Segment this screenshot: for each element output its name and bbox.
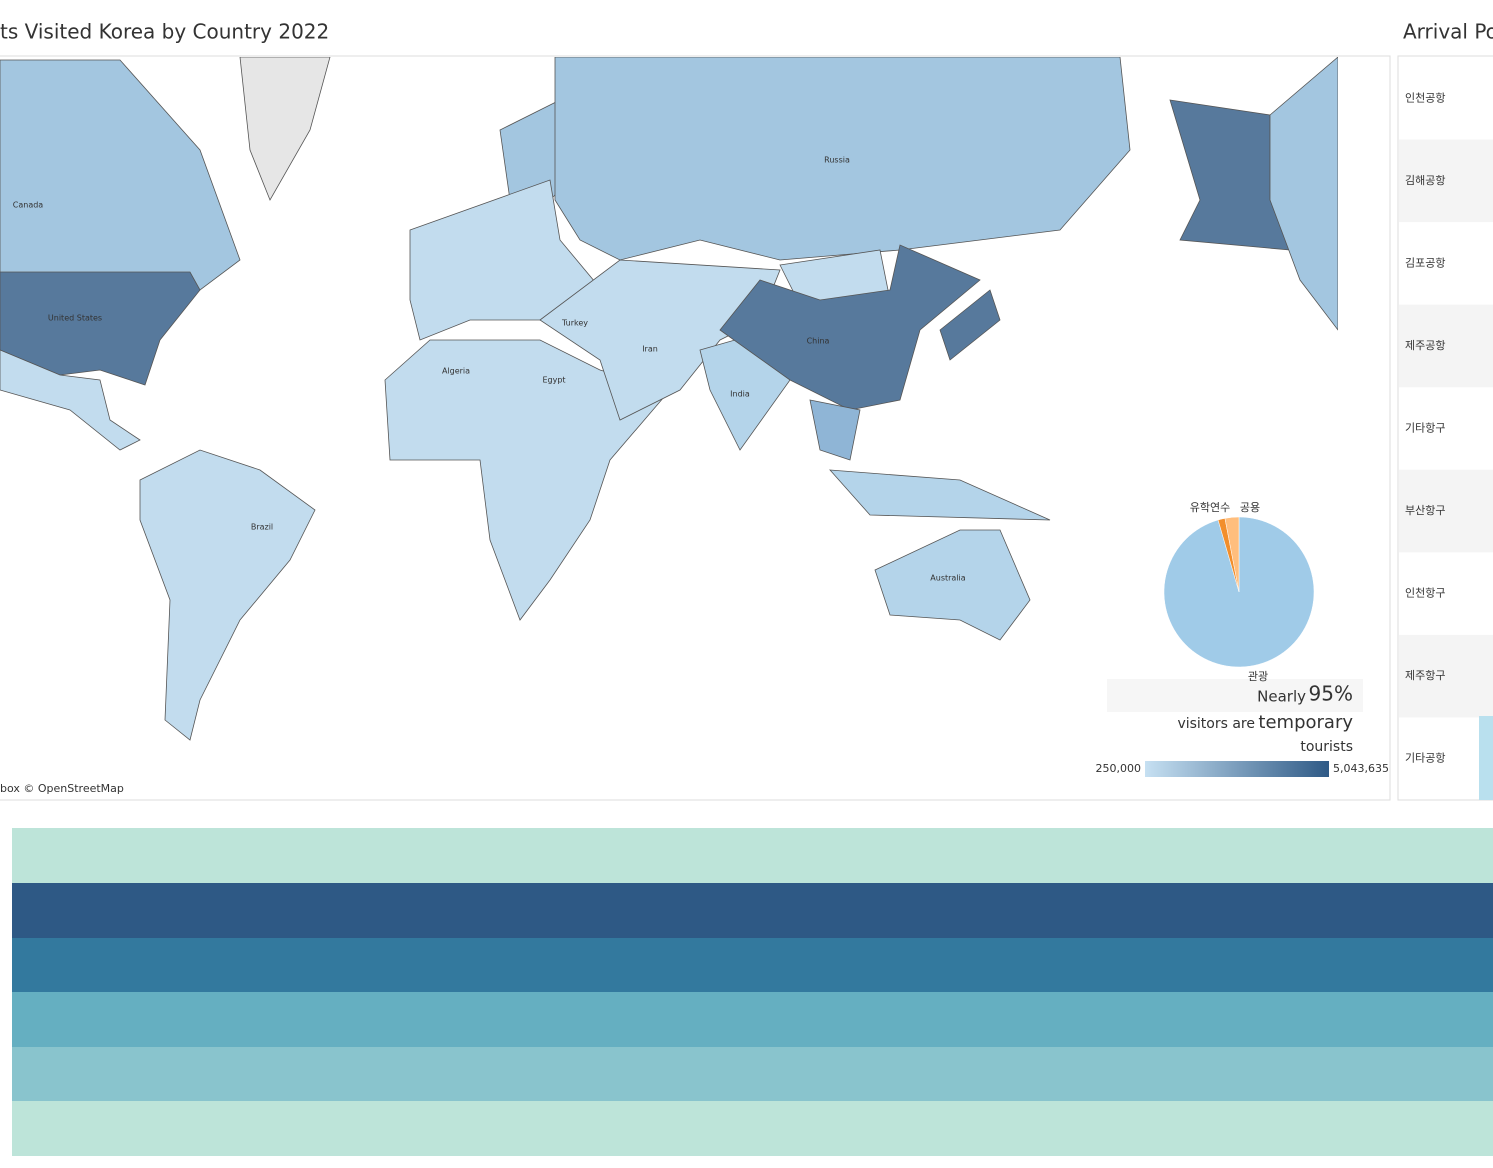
canada-east	[1269, 57, 1338, 331]
country-label: Canada	[13, 201, 44, 210]
south-america	[139, 449, 316, 741]
pie-label: 유학연수	[1190, 501, 1230, 514]
map	[0, 57, 1338, 741]
middle-east	[539, 259, 781, 421]
indonesia	[829, 469, 1051, 521]
callout-text: visitors are	[1177, 716, 1255, 732]
callout-box	[1107, 679, 1363, 712]
port-label: 인천항구	[1405, 586, 1445, 600]
bottom-strip	[12, 828, 1493, 1156]
band	[12, 828, 1493, 883]
greenland	[239, 57, 331, 201]
canada	[0, 59, 241, 291]
country-label: United States	[48, 314, 102, 323]
row-bg	[1399, 139, 1493, 223]
port-label: 기타공항	[1405, 752, 1445, 765]
row-bg	[1399, 304, 1493, 388]
pie-label: 관광	[1248, 670, 1268, 683]
port-label: 김포공항	[1405, 256, 1445, 269]
japan	[939, 289, 1001, 361]
country-label: Australia	[930, 574, 965, 583]
legend-min: 250,000	[1096, 762, 1142, 775]
band	[12, 1047, 1493, 1101]
pie-label: 공용	[1240, 501, 1260, 514]
callout-lead: Nearly	[1257, 688, 1306, 706]
port-label: 김해공항	[1405, 173, 1445, 187]
callout-highlight: temporary	[1258, 712, 1353, 733]
country-label: Iran	[642, 345, 658, 354]
band	[12, 883, 1493, 938]
southeast-asia	[809, 399, 861, 461]
central-america	[0, 349, 141, 451]
color-legend	[1145, 761, 1329, 777]
band	[12, 938, 1493, 992]
australia	[874, 529, 1031, 641]
callout-text: tourists	[1300, 739, 1353, 755]
port-label: 부산항구	[1405, 504, 1445, 517]
china	[719, 244, 981, 411]
port-label: 제주공항	[1405, 339, 1445, 352]
country-label: India	[730, 390, 750, 399]
country-label: Egypt	[542, 376, 565, 385]
port-label: 인천공항	[1405, 90, 1445, 104]
attribution: box © OpenStreetMap	[0, 782, 124, 795]
country-label: Algeria	[442, 367, 470, 376]
pie-slice	[1224, 516, 1240, 593]
legend-max: 5,043,635	[1333, 762, 1389, 775]
country-label: China	[807, 337, 830, 346]
panel-title: Arrival Po	[1403, 20, 1493, 44]
row-bg	[1399, 634, 1493, 718]
country-label: Brazil	[251, 523, 273, 532]
russia	[554, 57, 1131, 261]
map-title: ts Visited Korea by Country 2022	[0, 20, 329, 44]
bar	[1479, 716, 1493, 800]
callout-highlight: 95%	[1309, 682, 1353, 706]
row-bg	[1399, 469, 1493, 553]
africa	[384, 339, 671, 621]
port-label: 기타항구	[1405, 422, 1445, 435]
country-label: Russia	[824, 156, 850, 165]
band	[12, 992, 1493, 1047]
map-panel	[0, 55, 1391, 801]
band	[12, 1101, 1493, 1156]
country-label: Turkey	[561, 319, 588, 328]
ports-panel	[1397, 55, 1493, 801]
port-label: 제주항구	[1405, 669, 1445, 682]
